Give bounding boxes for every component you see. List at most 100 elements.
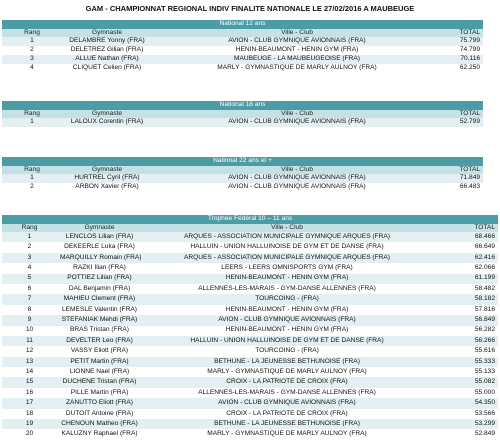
result-row: 2 ARBON Xavier (FRA) AVION - CLUB GYMNIQUE… xyxy=(2,183,484,192)
cell: AVION - CLUB GYMNIQUE AVIONNAIS (FRA) xyxy=(142,398,432,409)
cell: MARLY - GYMNASTIQUE DE MARLY AULNOY (FRA… xyxy=(142,429,432,440)
cell: DUCHENE Tristan (FRA) xyxy=(57,377,142,388)
cell: ALLENNES-LES-MARAIS - GYM-DANSE ALLENNES… xyxy=(142,283,432,295)
result-row: 10 BRAS Tristan (FRA) HENIN-BEAUMONT - HEN… xyxy=(2,325,498,336)
column-header: TOTAL xyxy=(442,110,484,118)
cell: 9 xyxy=(2,315,57,326)
cell: KALUZNY Raphael (FRA) xyxy=(57,429,142,440)
column-header: Rang xyxy=(2,110,62,118)
cell: AVION - CLUB GYMNIQUE AVIONNAIS (FRA) xyxy=(152,118,442,127)
cell: HENIN-BEAUMONT - HENIN GYM (FRA) xyxy=(142,325,432,336)
result-row: 5 POTTIEZ Lilian (FRA) HENIN-BEAUMONT - HE… xyxy=(2,273,498,284)
cell: HENIN-BEAUMONT - HENIN GYM (FRA) xyxy=(142,273,432,284)
cell: HALLUIN - UNION HALLUINOISE DE GYM ET DE… xyxy=(142,335,432,347)
column-header: Ville - Club xyxy=(152,166,442,174)
result-row: 15 DUCHENE Tristan (FRA) CROIX - LA PATRIO… xyxy=(2,377,498,388)
result-row: 19 CHENOUN Matheo (FRA) BETHUNE - LA JEUNE… xyxy=(2,419,498,430)
result-row: 6 DAL Benjamin (FRA) ALLENNES-LES-MARAIS -… xyxy=(2,283,498,295)
results-table: National 22 ans et + Rang Gymnaste Ville - … xyxy=(2,157,484,192)
column-header: Rang xyxy=(2,224,57,232)
cell: HALLUIN - UNION HALLUINOISE DE GYM ET DE… xyxy=(142,242,432,253)
cell: HURTREL Cyril (FRA) xyxy=(62,174,152,183)
cell: STEFANIAK Mehdi (FRA) xyxy=(57,315,142,326)
cell: 2 xyxy=(2,46,62,55)
cell: 55.082 xyxy=(432,377,498,388)
cell: 2 xyxy=(2,242,57,253)
cell: CROIX - LA PATRIOTE DE CROIX (FRA) xyxy=(142,377,432,388)
header-row: Rang Gymnaste Ville - Club TOTAL xyxy=(2,29,484,37)
cell: 1 xyxy=(2,118,62,127)
cell: 70.116 xyxy=(442,55,484,64)
column-header: TOTAL xyxy=(442,166,484,174)
column-header: Gymnaste xyxy=(57,224,142,232)
cell: ARBON Xavier (FRA) xyxy=(62,183,152,192)
cell: LEMESLE Valentin (FRA) xyxy=(57,304,142,316)
column-header: TOTAL xyxy=(432,224,498,232)
cell: 61.199 xyxy=(432,273,498,284)
cell: AVION - CLUB GYMNIQUE AVIONNAIS (FRA) xyxy=(152,183,442,192)
cell: 3 xyxy=(2,252,57,264)
cell: 5 xyxy=(2,273,57,284)
result-row: 4 CLIQUET Celien (FRA) MARLY - GYMNASTIQUE… xyxy=(2,64,484,73)
cell: 55.616 xyxy=(432,346,498,357)
column-header: Rang xyxy=(2,166,62,174)
cell: MARLY - GYMNASTIQUE DE MARLY AULNOY (FRA… xyxy=(152,64,442,73)
cell: LALOUX Corentin (FRA) xyxy=(62,118,152,127)
column-header: Ville - Club xyxy=(152,29,442,37)
result-row: 11 DEVELTER Leo (FRA) HALLUIN - UNION HALL… xyxy=(2,335,498,347)
cell: 54.350 xyxy=(432,398,498,409)
column-header: Gymnaste xyxy=(62,110,152,118)
cell: HENIN-BEAUMONT - HENIN GYM (FRA) xyxy=(142,304,432,316)
header-row: Rang Gymnaste Ville - Club TOTAL xyxy=(2,166,484,174)
column-header: Ville - Club xyxy=(152,110,442,118)
cell: 55.333 xyxy=(432,356,498,368)
cell: ARQUES - ASSOCIATION MUNICIPALE GYMNIQUE… xyxy=(142,252,432,264)
cell: CHENOUN Matheo (FRA) xyxy=(57,419,142,430)
result-row: 1 HURTREL Cyril (FRA) AVION - CLUB GYMNIQU… xyxy=(2,174,484,183)
cell: BETHUNE - LA JEUNESSE BETHUNOISE (FRA) xyxy=(142,356,432,368)
cell: 62.066 xyxy=(432,263,498,274)
cell: 19 xyxy=(2,419,57,430)
cell: TOURCOING - (FRA) xyxy=(142,294,432,305)
cell: AVION - CLUB GYMNIQUE AVIONNAIS (FRA) xyxy=(142,315,432,326)
cell: 8 xyxy=(2,304,57,316)
cell: 4 xyxy=(2,263,57,274)
cell: 57.816 xyxy=(432,304,498,316)
cell: 62.250 xyxy=(442,64,484,73)
cell: ALLENNES-LES-MARAIS - GYM-DANSE ALLENNES… xyxy=(142,387,432,399)
cell: 1 xyxy=(2,37,62,46)
cell: 13 xyxy=(2,356,57,368)
cell: 68.466 xyxy=(432,232,498,243)
column-header: Gymnaste xyxy=(62,29,152,37)
cell: 6 xyxy=(2,283,57,295)
cell: DUTOIT Antoine (FRA) xyxy=(57,408,142,420)
column-header: Ville - Club xyxy=(142,224,432,232)
cell: DELAMBRE Yonny (FRA) xyxy=(62,37,152,46)
cell: AVION - CLUB GYMNIQUE AVIONNAIS (FRA) xyxy=(152,37,442,46)
cell: 3 xyxy=(2,55,62,64)
cell: DEVELTER Leo (FRA) xyxy=(57,335,142,347)
section-title: National 22 ans et + xyxy=(2,157,484,166)
cell: DEKEERLE Luka (FRA) xyxy=(57,242,142,253)
cell: 58.182 xyxy=(432,294,498,305)
cell: 62.416 xyxy=(432,252,498,264)
cell: MARQUILLY Romain (FRA) xyxy=(57,252,142,264)
section-bar: National 12 ans xyxy=(2,20,484,29)
cell: 4 xyxy=(2,64,62,73)
cell: ARQUES - ASSOCIATION MUNICIPALE GYMNIQUE… xyxy=(142,232,432,243)
column-header: Rang xyxy=(2,29,62,37)
result-row: 17 ZANUTTO Eliott (FRA) AVION - CLUB GYMNI… xyxy=(2,398,498,409)
cell: VASSY Eliott (FRA) xyxy=(57,346,142,357)
cell: MARLY - GYMNASTIQUE DE MARLY AULNOY (FRA… xyxy=(142,367,432,378)
cell: 55.000 xyxy=(432,387,498,399)
cell: 66.483 xyxy=(442,183,484,192)
section-bar: National 22 ans et + xyxy=(2,157,484,166)
result-row: 20 KALUZNY Raphael (FRA) MARLY - GYMNASTIQ… xyxy=(2,429,498,440)
result-row: 12 VASSY Eliott (FRA) TOURCOING - (FRA) 55.… xyxy=(2,346,498,357)
section-title: National 18 ans xyxy=(2,101,484,110)
result-row: 2 DELETREZ Gilian (FRA) HENIN-BEAUMONT - H… xyxy=(2,46,484,55)
cell: CLIQUET Celien (FRA) xyxy=(62,64,152,73)
cell: HENIN-BEAUMONT - HENIN GYM (FRA) xyxy=(152,46,442,55)
cell: ALLUE Nathan (FRA) xyxy=(62,55,152,64)
